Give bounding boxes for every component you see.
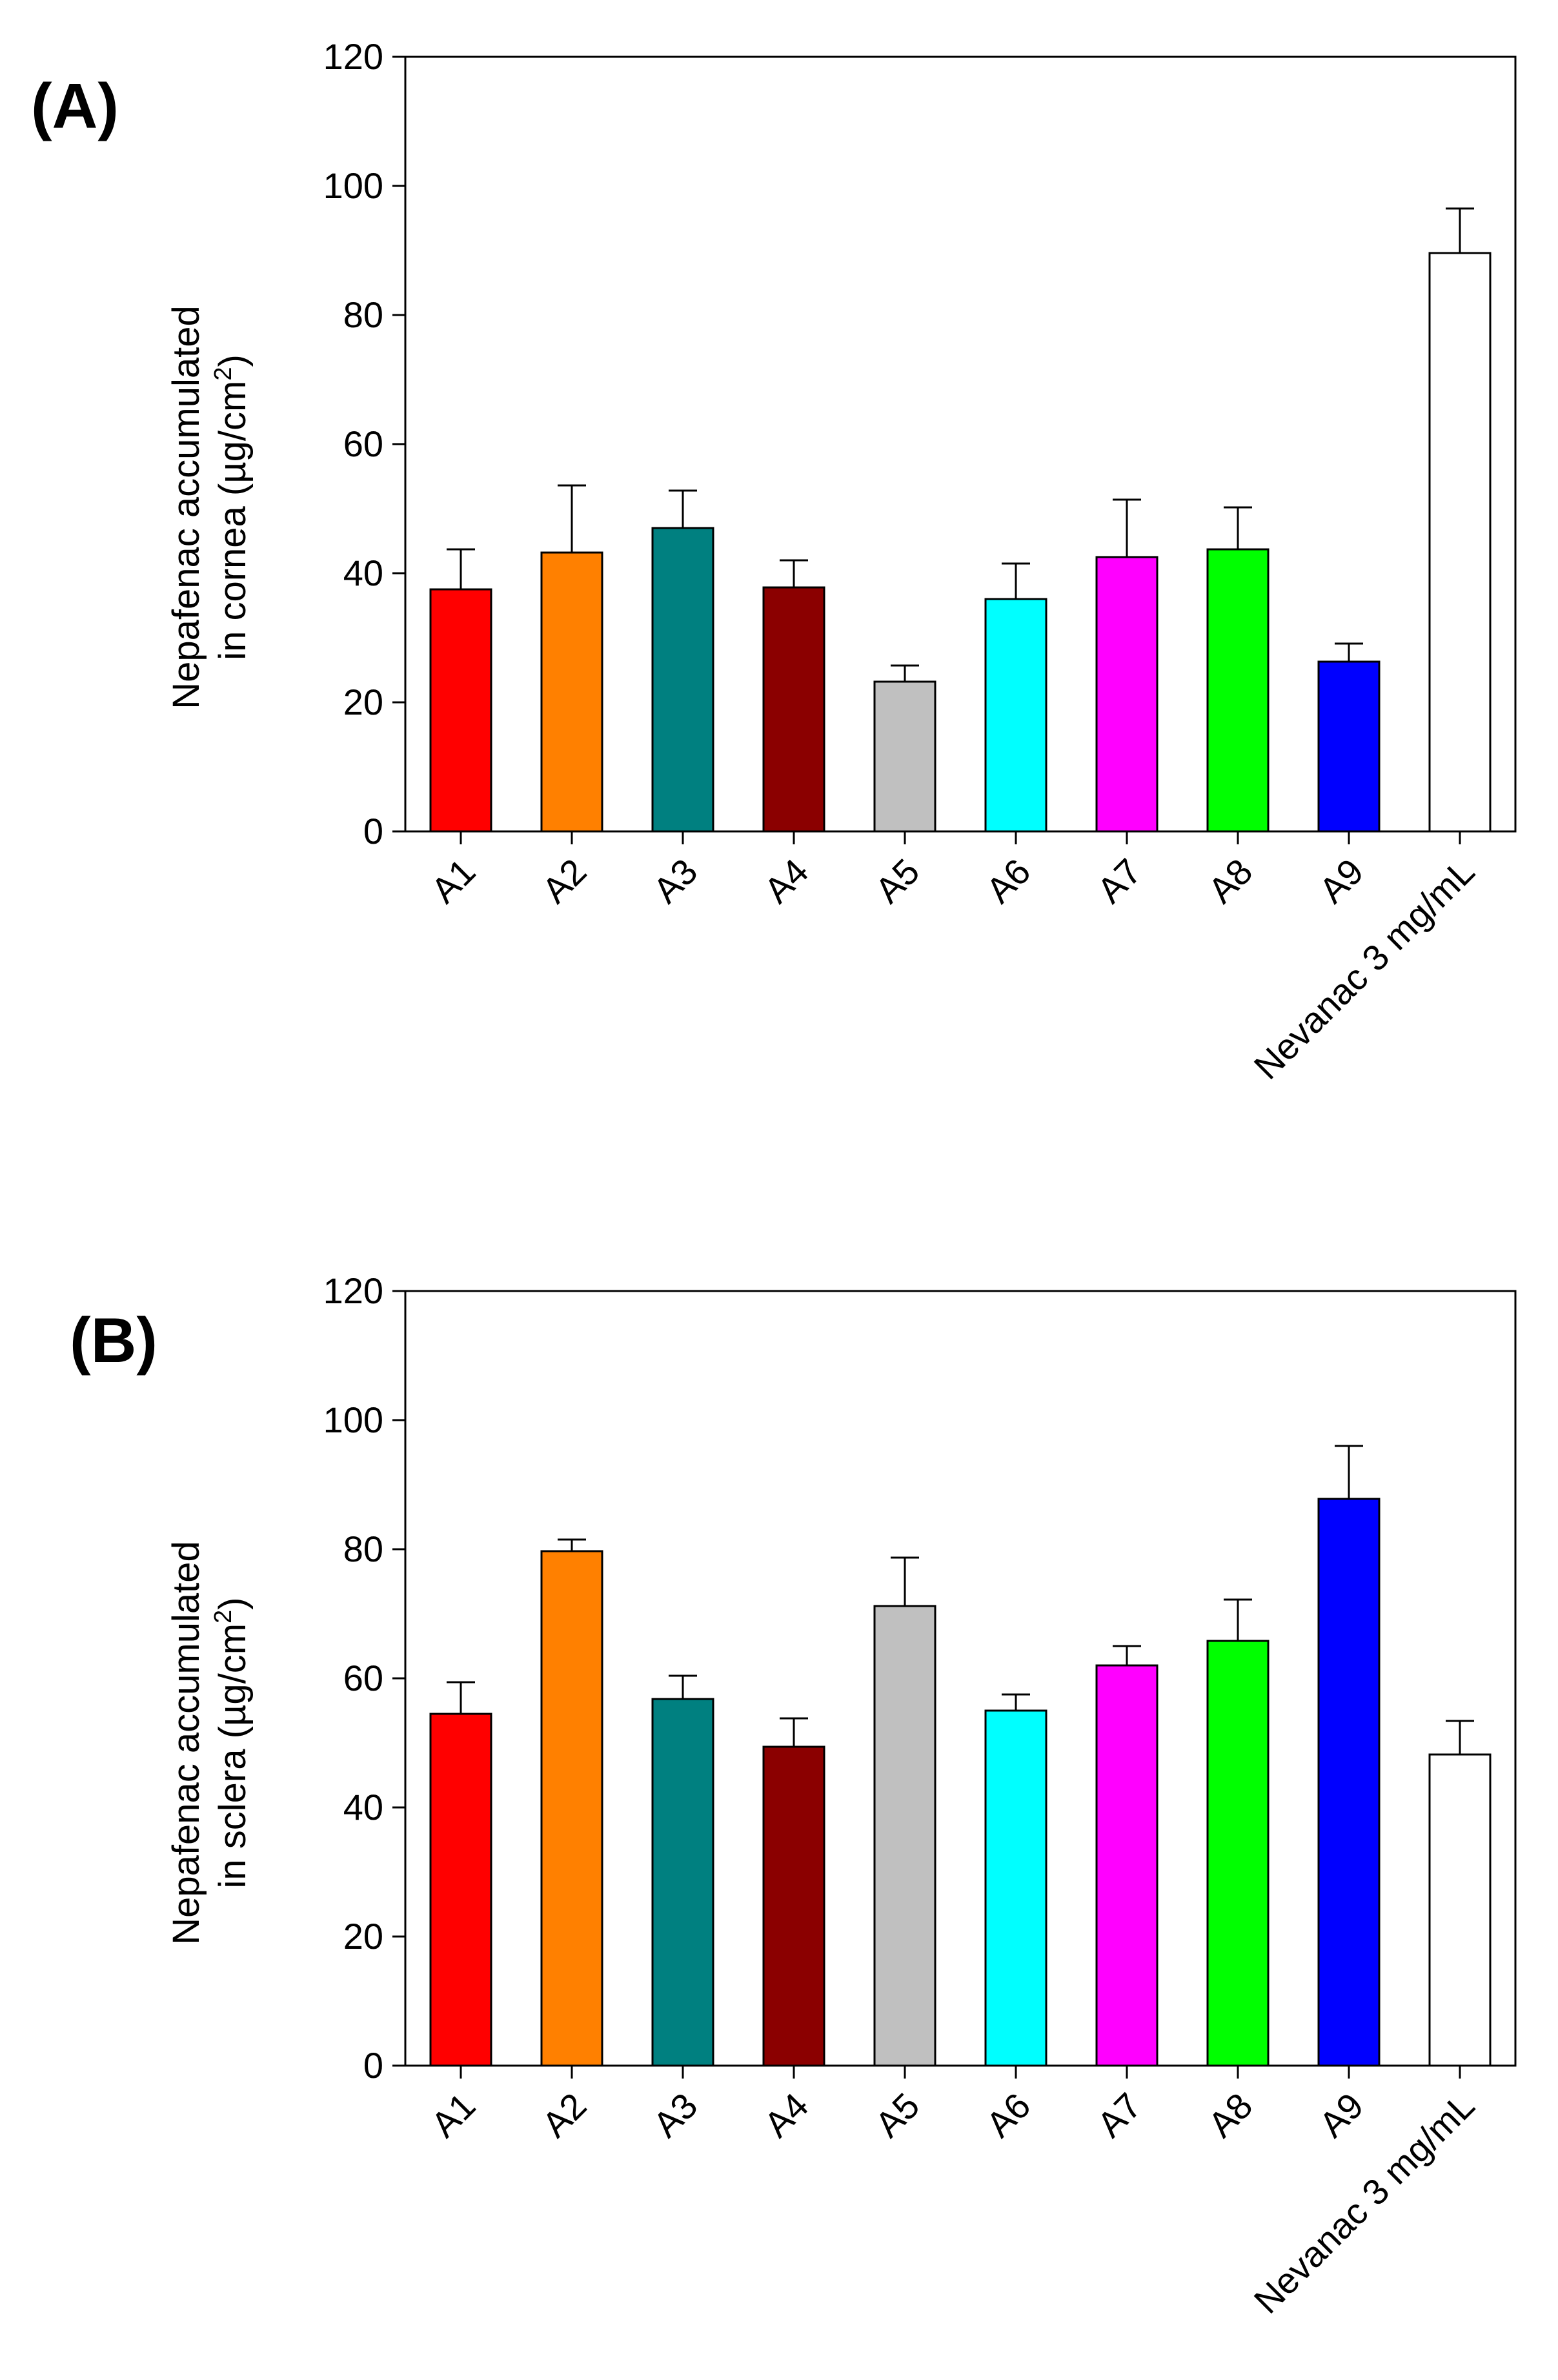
panel-b-bar-a8 <box>1206 1640 1270 2067</box>
panel-b-y-axis-title-line2: in sclera (µg/cm2) <box>210 1598 254 1889</box>
panel-b-bar-a4 <box>762 1745 825 2067</box>
panel-a-y-tick-label: 20 <box>343 682 383 722</box>
panel-b-bar-a9 <box>1317 1498 1381 2067</box>
panel-a-error-bars <box>447 207 1474 682</box>
panel-a-label: (A) <box>31 70 119 141</box>
panel-b-y-tick-label: 80 <box>343 1529 383 1569</box>
panel-b-y-axis-title-suffix: ) <box>212 1598 254 1610</box>
panel-a-bar-a6 <box>984 598 1047 833</box>
panel-a-y-tick-label: 0 <box>363 811 383 851</box>
panel-a-y-tick-label: 120 <box>323 36 383 77</box>
panel-b-y-tick-label: 120 <box>323 1270 383 1311</box>
panel-b-y-tick-label: 100 <box>323 1399 383 1440</box>
panel-a-bar-a3 <box>651 527 714 833</box>
panel-b-bar-a7 <box>1095 1664 1158 2067</box>
panel-b-y-tick-label: 20 <box>343 1916 383 1957</box>
panel-a-y-tick-label: 80 <box>343 294 383 335</box>
panel-b-bar-a3 <box>651 1698 714 2067</box>
panel-a-bar-a4 <box>762 586 825 833</box>
panel-b-y-tick-label: 60 <box>343 1658 383 1698</box>
panel-a-bar-a5 <box>873 680 936 833</box>
panel-a-bar-a9 <box>1317 660 1381 833</box>
panel-b-y-axis-ticks: 0 20 40 60 80 100 120 <box>323 1270 1461 2086</box>
panel-a-y-tick-label: 60 <box>343 423 383 464</box>
panel-a-bar-a7 <box>1095 556 1158 833</box>
panel-a-y-axis-title-suffix: ) <box>212 354 254 367</box>
panel-a-bar-a1 <box>429 588 492 833</box>
panel-a-bar-a8 <box>1206 548 1270 833</box>
panel-b-y-axis-title-line1: Nepafenac accumulated <box>165 1541 207 1945</box>
panel-a-y-tick-label: 40 <box>343 553 383 593</box>
panel-b: (B) Nepafenac accumulated in sclera (µg/… <box>70 1270 1517 2321</box>
panel-b-y-axis-title-prefix: in sclera (µg/cm <box>212 1623 254 1889</box>
panel-b-y-tick-label: 0 <box>363 2045 383 2086</box>
panel-b-error-bars <box>447 1445 1474 1754</box>
panel-a-y-axis-title-line1: Nepafenac accumulated <box>165 305 207 709</box>
panel-a-bars <box>429 252 1492 833</box>
panel-b-bar-a5 <box>873 1605 936 2067</box>
panel-b-bars <box>429 1498 1492 2067</box>
panel-a-bar-nevanac-3-mg-ml <box>1428 252 1492 833</box>
panel-b-y-tick-label: 40 <box>343 1787 383 1827</box>
panel-b-y-axis-title-superscript: 2 <box>210 1610 237 1623</box>
panel-a-y-axis-title-superscript: 2 <box>210 367 237 381</box>
panel-a-y-axis-title-line2: in cornea (µg/cm2) <box>210 354 254 660</box>
panel-b-bar-a1 <box>429 1713 492 2067</box>
panel-a-y-axis-title-prefix: in cornea (µg/cm <box>212 381 254 660</box>
panel-b-bar-nevanac-3-mg-ml <box>1428 1753 1492 2067</box>
panel-a-y-axis-ticks: 0 20 40 60 80 100 120 <box>323 36 1461 851</box>
panel-b-bar-a2 <box>540 1550 603 2067</box>
panel-a-y-tick-label: 100 <box>323 165 383 206</box>
panel-b-label: (B) <box>70 1305 157 1376</box>
panel-a-bar-a2 <box>540 551 603 833</box>
panel-b-bar-a6 <box>984 1709 1047 2067</box>
